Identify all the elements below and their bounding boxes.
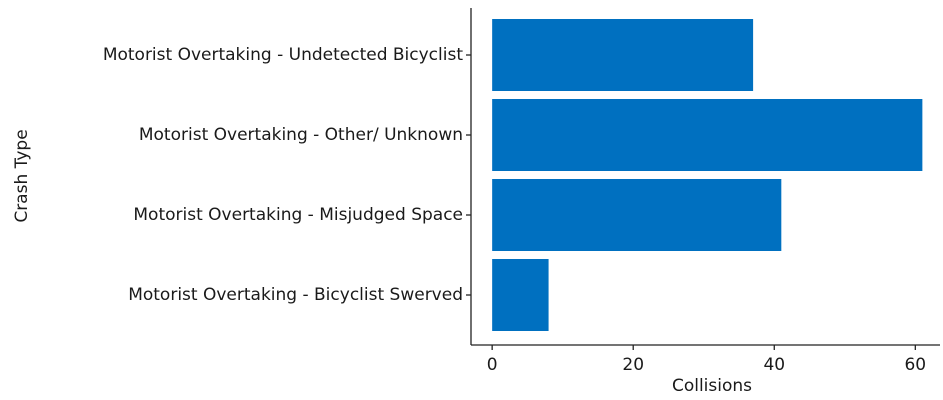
y-tick-label: Motorist Overtaking - Misjudged Space	[133, 205, 463, 225]
x-tick-label: 60	[904, 355, 926, 375]
y-tick-label: Motorist Overtaking - Other/ Unknown	[139, 125, 463, 145]
bar	[492, 99, 923, 171]
bar	[492, 19, 754, 91]
y-tick-label: Motorist Overtaking - Bicyclist Swerved	[128, 285, 463, 305]
x-tick-label: 40	[763, 355, 785, 375]
x-axis-label: Collisions	[672, 376, 752, 396]
bar	[492, 259, 549, 331]
y-axis-label: Crash Type	[12, 129, 32, 222]
x-tick-label: 20	[622, 355, 644, 375]
x-tick-label: 0	[487, 355, 498, 375]
bar	[492, 179, 782, 251]
y-tick-label: Motorist Overtaking - Undetected Bicycli…	[103, 45, 464, 65]
